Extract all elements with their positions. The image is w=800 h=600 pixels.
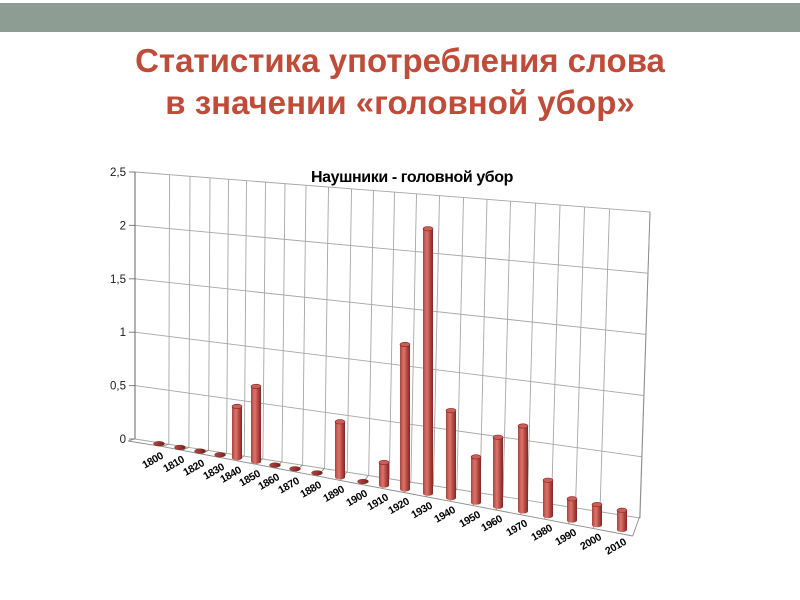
floor-front-edge <box>127 440 633 537</box>
y-axis-label: 1 <box>120 327 126 339</box>
y-axis-label: 0,5 <box>110 381 126 393</box>
v-gridline <box>551 204 561 503</box>
v-gridline <box>599 208 610 511</box>
v-gridline <box>575 206 585 507</box>
y-axis-label: 2 <box>120 220 126 232</box>
zero-marker-1860 <box>269 462 281 468</box>
v-gridline <box>527 203 536 500</box>
v-gridline <box>456 197 464 489</box>
bar-1930 <box>422 226 434 496</box>
floor-tick <box>161 443 169 447</box>
bar-1890 <box>334 419 346 480</box>
v-gridline <box>188 176 191 448</box>
v-gridline <box>226 179 229 454</box>
floor-tick <box>181 446 190 451</box>
wall-right-edge <box>639 211 651 519</box>
zero-marker-1870 <box>289 466 301 472</box>
zero-marker-1810 <box>174 444 186 450</box>
v-gridline <box>368 190 374 475</box>
x-axis-label: 1940 <box>432 504 458 526</box>
x-axis-label: 1800 <box>140 450 166 472</box>
v-gridline <box>432 195 440 485</box>
zero-marker-1900 <box>357 479 369 485</box>
slide-title: Статистика употребления слова в значении… <box>0 40 800 124</box>
v-gridline <box>168 174 170 445</box>
h-gridline <box>134 224 649 274</box>
y-axis-label: 0 <box>120 434 126 446</box>
x-axis-label: 2000 <box>578 531 604 553</box>
chart-title: Наушники - головной убор <box>311 169 514 186</box>
zero-marker-1830 <box>214 452 226 458</box>
bar-1950 <box>470 454 482 505</box>
bar-1940 <box>445 408 457 501</box>
x-axis-label: 1960 <box>479 513 505 535</box>
chart-canvas: 00,511,522,51800181018201830184018501860… <box>110 167 651 558</box>
h-gridline <box>134 171 651 213</box>
bar-1910 <box>378 459 390 488</box>
x-axis-label: 1870 <box>276 475 302 497</box>
x-axis-label: 1970 <box>504 517 530 539</box>
x-axis-label: 2010 <box>603 536 629 558</box>
v-gridline <box>208 177 211 451</box>
x-axis-label: 1980 <box>529 522 555 544</box>
h-gridline <box>134 278 647 335</box>
v-gridline <box>262 182 266 459</box>
bar-1990 <box>566 496 578 523</box>
header-band <box>0 3 800 32</box>
zero-marker-1800 <box>153 441 165 447</box>
v-gridline <box>410 193 417 482</box>
x-axis-label: 1990 <box>553 526 579 548</box>
v-gridline <box>502 201 511 496</box>
floor-tick <box>127 438 136 442</box>
v-gridline <box>388 192 395 479</box>
floor-tick <box>632 516 641 537</box>
x-axis-label: 1930 <box>409 500 435 522</box>
h-gridline <box>134 331 645 397</box>
v-gridline <box>302 185 307 465</box>
x-axis-label: 1950 <box>457 509 483 531</box>
v-gridline <box>324 186 329 469</box>
bar-1850 <box>250 383 262 464</box>
ngram-3d-bar-chart: 0 0,5 1 1,5 2 2,5 1800 1810 1820 1830 1840 1850 1860… <box>100 155 760 575</box>
h-gridline <box>134 385 643 458</box>
x-axis-label: 1880 <box>298 479 324 501</box>
slide-title-line-1: Статистика употребления слова <box>135 42 665 79</box>
bar-1980 <box>542 477 554 519</box>
slide-title-line-2: в значении «головной убор» <box>165 84 635 121</box>
y-axis-label: 2,5 <box>110 167 126 179</box>
bar-1970 <box>517 423 529 514</box>
bar-1960 <box>492 434 504 509</box>
v-gridline <box>243 180 247 456</box>
x-axis-label: 1890 <box>321 483 347 505</box>
bar-2010 <box>616 507 628 532</box>
v-gridline <box>281 183 286 462</box>
zero-marker-1880 <box>311 470 323 476</box>
bar-1840 <box>231 403 243 461</box>
v-gridline <box>346 188 352 472</box>
y-axis-label: 1,5 <box>110 274 126 286</box>
zero-marker-1820 <box>194 448 206 454</box>
bar-2000 <box>591 502 603 528</box>
x-axis-label: 1920 <box>386 495 412 517</box>
v-gridline <box>479 199 488 492</box>
bar-1920 <box>399 342 411 492</box>
